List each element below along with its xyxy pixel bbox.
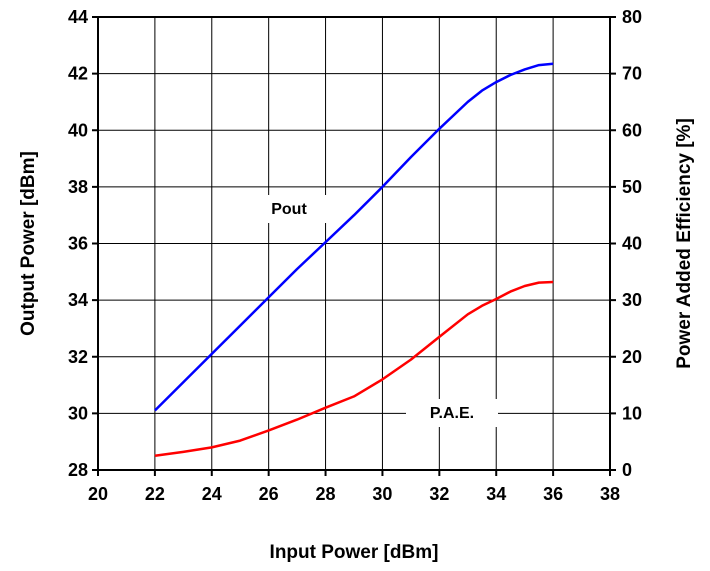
y-right-tick-label: 50 — [622, 177, 642, 197]
y-right-tick-label: 40 — [622, 234, 642, 254]
y-right-tick-label: 0 — [622, 460, 632, 480]
grid — [98, 17, 610, 470]
x-tick-label: 20 — [88, 484, 108, 504]
y-left-tick-label: 44 — [68, 7, 88, 27]
series-group — [154, 62, 554, 458]
series-label-pae-background — [406, 399, 498, 427]
x-tick-label: 36 — [543, 484, 563, 504]
y-left-tick-label: 42 — [68, 64, 88, 84]
y-right-tick-label: 70 — [622, 64, 642, 84]
y-left-tick-label: 36 — [68, 234, 88, 254]
y-left-tick-label: 28 — [68, 460, 88, 480]
series-label-pae: P.A.E. — [430, 405, 474, 422]
y-right-tick-label: 10 — [622, 403, 642, 423]
y-left-tick-label: 30 — [68, 403, 88, 423]
x-tick-label: 32 — [429, 484, 449, 504]
y-left-tick-label: 38 — [68, 177, 88, 197]
y-right-tick-label: 20 — [622, 347, 642, 367]
x-tick-label: 30 — [372, 484, 392, 504]
y-left-tick-label: 32 — [68, 347, 88, 367]
y-right-tick-label: 80 — [622, 7, 642, 27]
tick-group: 20 22 24 26 28 30 32 34 36 38 28 30 32 34 36 38 40 42 44 0 1… — [68, 7, 642, 504]
series-line-pout — [154, 62, 554, 412]
y-left-tick-label: 40 — [68, 120, 88, 140]
series-line-pae — [154, 280, 554, 458]
y-right-tick-label: 60 — [622, 120, 642, 140]
series-label-pout: Pout — [271, 201, 307, 218]
x-tick-label: 28 — [316, 484, 336, 504]
x-tick-label: 38 — [600, 484, 620, 504]
x-tick-label: 26 — [259, 484, 279, 504]
y-right-axis-title: Power Added Efficiency [%] — [674, 118, 695, 369]
x-tick-label: 24 — [202, 484, 222, 504]
x-axis-title: Input Power [dBm] — [270, 542, 439, 563]
x-tick-label: 22 — [145, 484, 165, 504]
y-left-tick-label: 34 — [68, 290, 88, 310]
x-tick-label: 34 — [486, 484, 506, 504]
y-left-axis-title: Output Power [dBm] — [18, 151, 39, 336]
y-right-tick-label: 30 — [622, 290, 642, 310]
series-label-pout-background — [244, 195, 334, 223]
